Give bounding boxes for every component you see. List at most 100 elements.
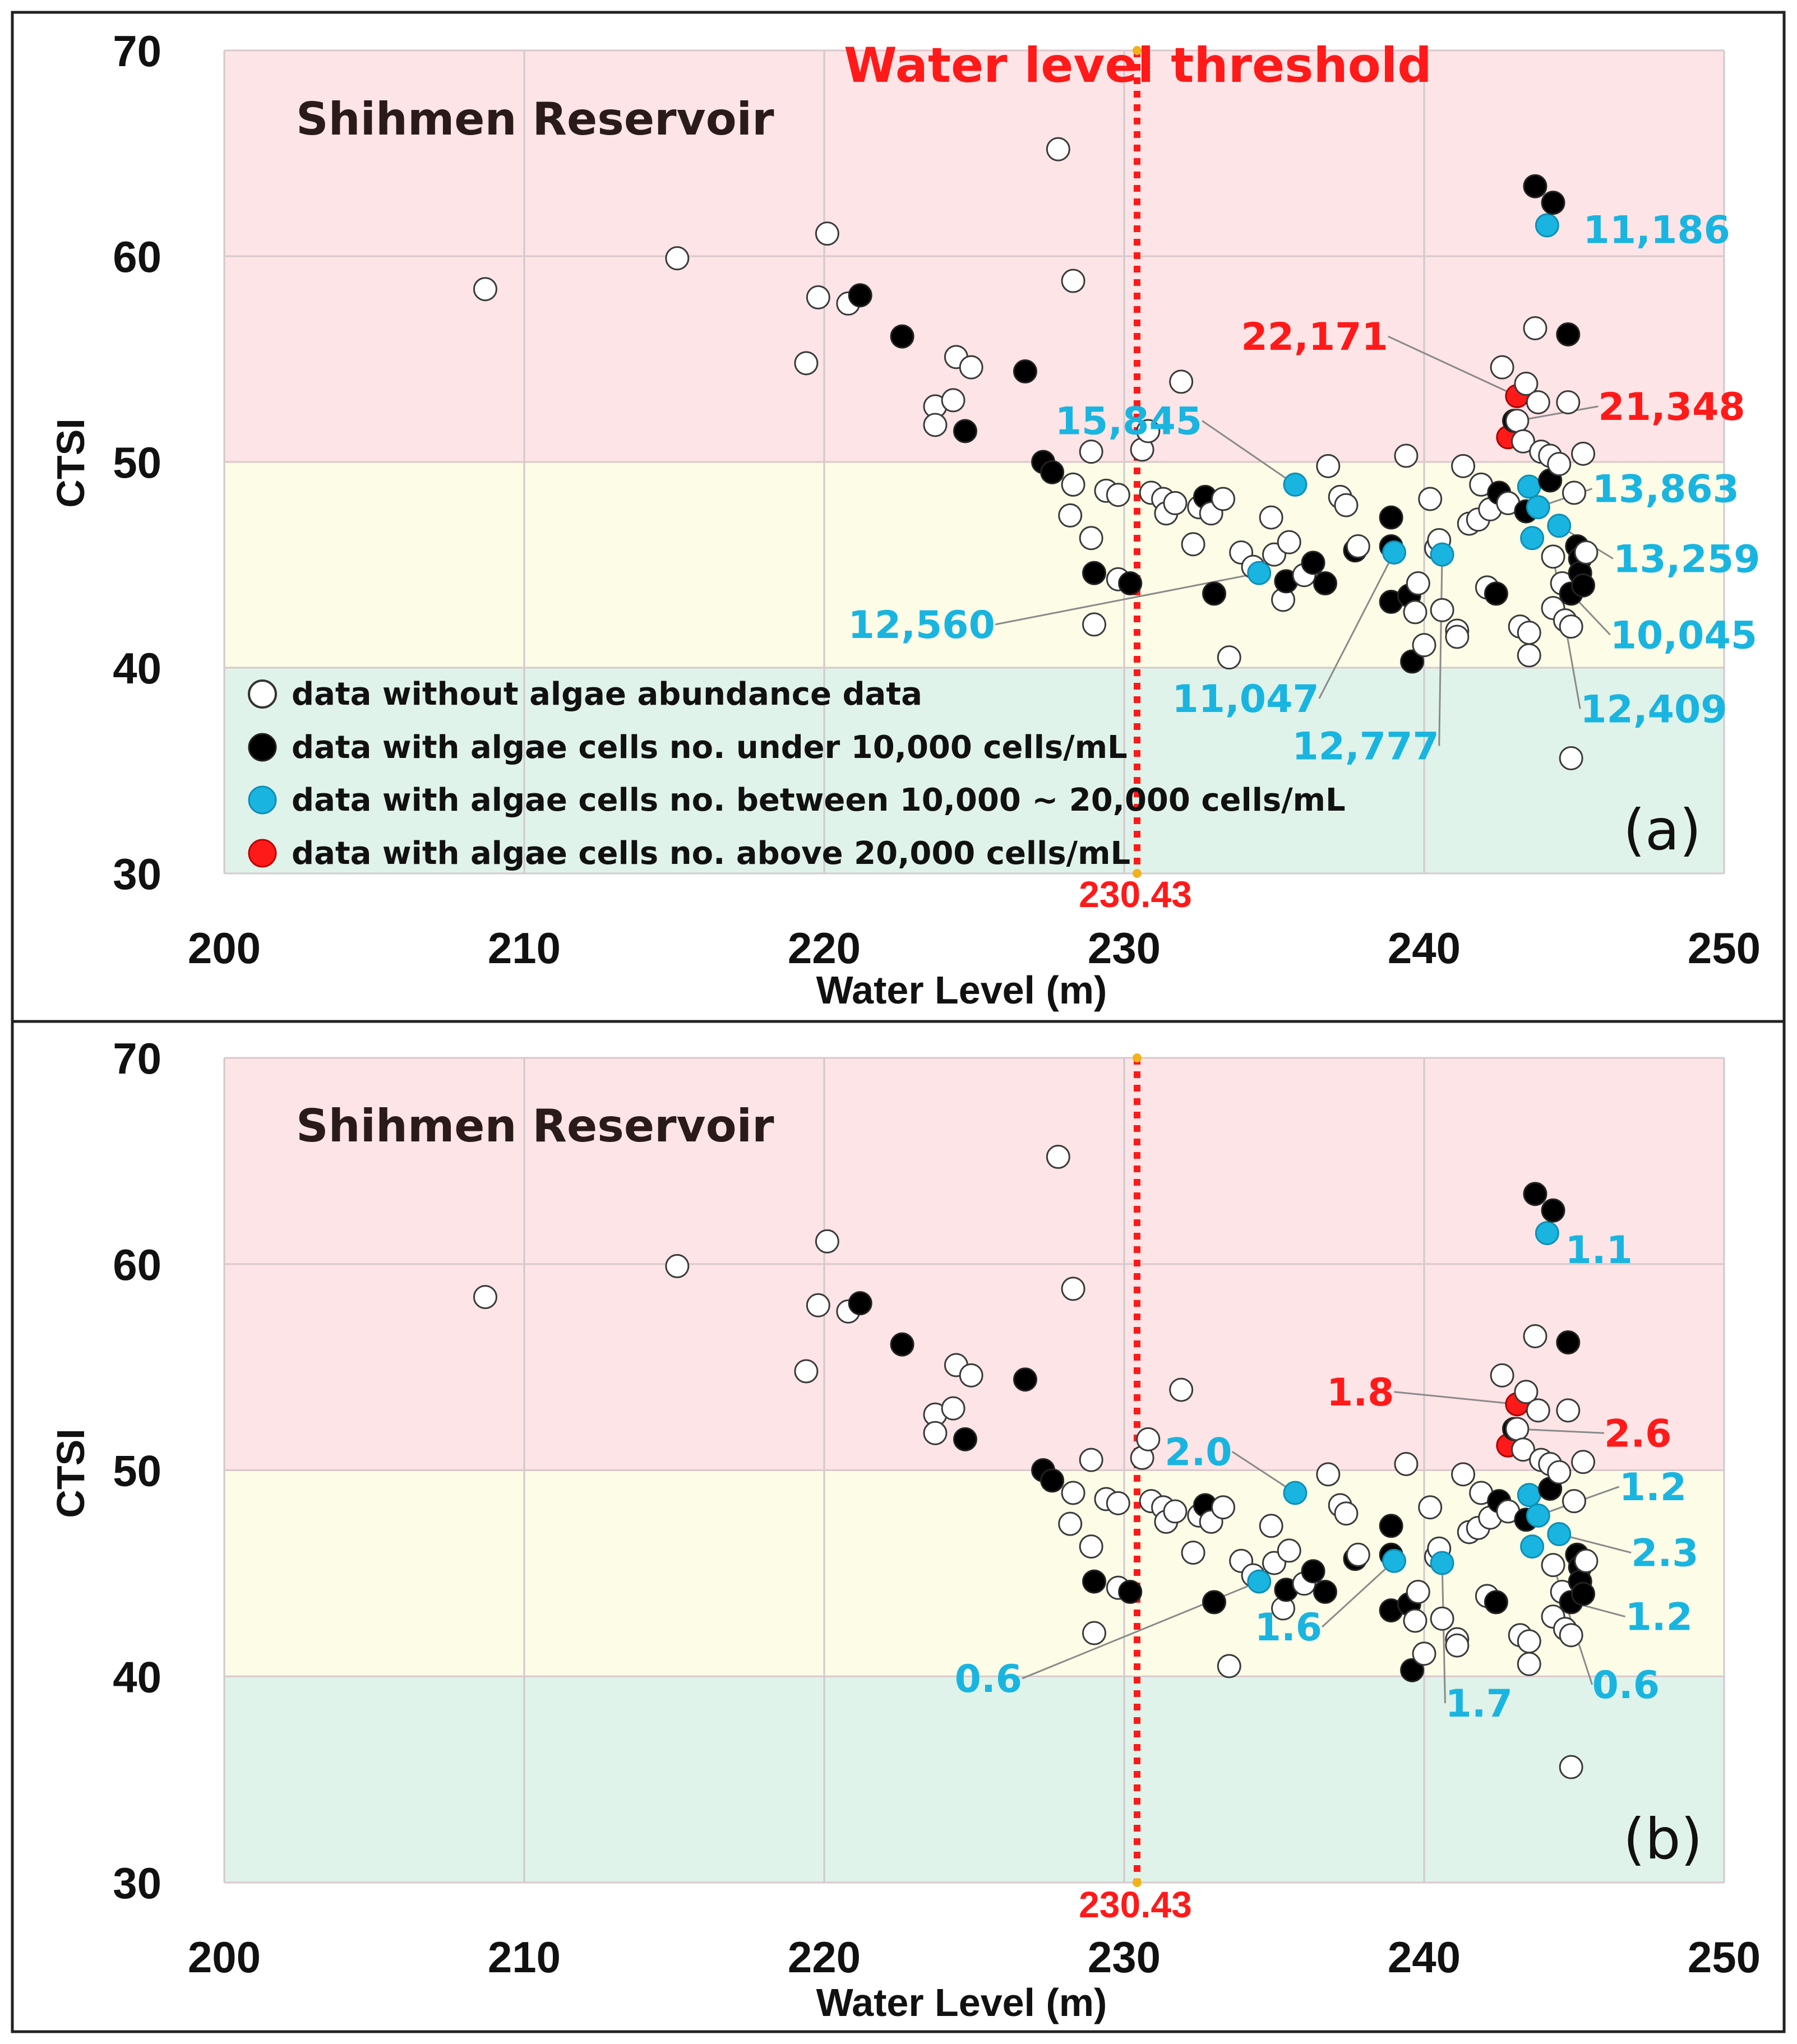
panel-b-leader-8 [1322, 1560, 1395, 1628]
panel-b-threshold-bottom-marker [1133, 1878, 1142, 1887]
panel-a-leader-3 [1202, 420, 1296, 485]
panel-b-point-59 [1346, 1542, 1370, 1567]
panel-a-point-10 [941, 388, 966, 413]
panel-a-point-63 [1382, 540, 1406, 565]
panel-a-point-119 [1562, 480, 1586, 505]
panel-a-annotation-5: 13,259 [1613, 537, 1760, 581]
panel-a-point-100 [1523, 174, 1547, 198]
panel-b-point-55 [1316, 1462, 1341, 1487]
panel-b-point-46 [1259, 1514, 1283, 1538]
panel-a-point-55 [1316, 454, 1341, 478]
panel-a-point-110 [1547, 514, 1572, 538]
panel-b-leader-2 [1517, 1428, 1605, 1434]
panel-b-point-107 [1541, 1198, 1565, 1223]
panel-a-point-36 [1181, 532, 1205, 557]
panel-b-point-101 [1526, 1503, 1550, 1528]
panel-a-threshold [1133, 46, 1142, 878]
panel-b-xlabel: Water Level (m) [816, 1981, 1107, 2024]
panel-b-point-68 [1406, 1579, 1430, 1604]
panel-b-point-18 [1061, 1277, 1085, 1301]
panel-b-threshold-top-marker [1133, 1053, 1142, 1062]
panel-b-point-66 [1400, 1658, 1425, 1682]
panel-a-point-60 [1379, 505, 1403, 530]
panel-b-point-96 [1517, 1652, 1541, 1676]
panel-a-ytick-0: 30 [113, 849, 161, 899]
panel-b-point-16 [1040, 1468, 1065, 1493]
panel-b-title: Shihmen Reservoir [296, 1100, 774, 1152]
panel-b-point-45 [1247, 1569, 1272, 1594]
panel-a-leader-9 [1438, 554, 1443, 746]
panel-b-annotation-4: 1.2 [1619, 1465, 1687, 1510]
panel-a-xtick-2: 220 [788, 923, 861, 973]
panel-a-ylabel: CTSI [49, 418, 93, 507]
panel-b-annotation-2: 2.6 [1604, 1412, 1671, 1456]
panel-b-point-83 [1484, 1590, 1508, 1615]
panel-b-xtick-5: 250 [1688, 1932, 1761, 1982]
panel-a-xtick-4: 240 [1388, 923, 1461, 973]
panel-b-leader-5 [1559, 1533, 1632, 1554]
panel-a-threshold-bottom-marker [1133, 869, 1142, 878]
panel-b-ytick-3: 60 [113, 1240, 161, 1289]
panel-b-annotation-1: 1.8 [1327, 1371, 1394, 1415]
panel-b-xtick-3: 230 [1088, 1932, 1161, 1982]
panel-b-point-10 [941, 1396, 966, 1421]
legend-marker-none [248, 679, 277, 709]
panel-b-xtick-0: 200 [188, 1932, 261, 1982]
legend-item-none: data without algae abundance data [248, 676, 922, 713]
panel-b-point-108 [1541, 1553, 1565, 1578]
panel-b-point-14 [1013, 1367, 1037, 1392]
panel-a-point-93 [1514, 372, 1539, 396]
panel-a-point-50 [1277, 530, 1301, 554]
panel-b-point-54 [1313, 1579, 1337, 1604]
panel-a-point-77 [1451, 454, 1476, 478]
panel-b-ytick-1: 40 [113, 1652, 161, 1701]
panel-b-point-104 [1535, 1221, 1559, 1246]
panel-a-annotation-1: 22,171 [1241, 315, 1388, 359]
panel-a-points [473, 137, 1599, 770]
panel-b-point-63 [1382, 1548, 1406, 1573]
panel-b-threshold [1133, 1053, 1142, 1887]
panel-a-ytick-2: 50 [113, 438, 161, 487]
panel-a-xtick-5: 250 [1688, 923, 1761, 973]
panel-a-annotation-8: 11,047 [1172, 677, 1319, 722]
panel-a-point-34 [1163, 491, 1188, 515]
panel-b-ytick-2: 50 [113, 1446, 161, 1496]
panel-b-zone-1 [224, 1470, 1724, 1677]
panel-b-annotation-5: 2.3 [1631, 1532, 1698, 1576]
panel-b-point-53 [1301, 1559, 1325, 1584]
panel-b-ytick-4: 70 [113, 1034, 161, 1083]
panel-b-point-13 [959, 1363, 983, 1388]
panel-a-point-69 [1412, 633, 1436, 658]
panel-a-point-68 [1406, 571, 1430, 596]
panel-a-point-85 [1490, 355, 1514, 380]
panel-b-zone-2 [224, 1676, 1724, 1883]
panel-b-annotation-10: 0.6 [1592, 1663, 1660, 1708]
panel-a-point-7 [890, 324, 914, 349]
panel-b-point-102 [1526, 1398, 1550, 1423]
panel-a-point-46 [1259, 505, 1283, 530]
legend-label-none: data without algae abundance data [292, 676, 922, 713]
panel-a-point-123 [1571, 573, 1596, 598]
panel-b-point-95 [1517, 1629, 1541, 1654]
panel-b-point-1 [665, 1254, 690, 1278]
panel-b-point-21 [1079, 1448, 1103, 1472]
panel-a-point-117 [1559, 614, 1583, 639]
panel-a-annotation-6: 10,045 [1610, 613, 1757, 658]
panel-b-point-26 [1106, 1491, 1130, 1515]
panel-a-leader-8 [1318, 552, 1395, 699]
panel-a-point-96 [1517, 643, 1541, 668]
panel-a-point-57 [1334, 493, 1359, 517]
panel-a-point-67 [1403, 600, 1428, 625]
legend-item-between: data with algae cells no. between 10,000… [248, 782, 1346, 818]
panel-a-point-90 [1505, 409, 1530, 433]
panel-b-point-4 [815, 1229, 839, 1254]
panel-a-point-95 [1517, 621, 1541, 645]
panel-b-point-28 [1118, 1579, 1143, 1604]
legend-label-under: data with algae cells no. under 10,000 c… [292, 729, 1128, 766]
panel-b-point-30 [1136, 1427, 1161, 1451]
panel-a-point-54 [1313, 571, 1337, 596]
panel-a-point-59 [1346, 534, 1370, 558]
panel-a-point-98 [1520, 526, 1545, 551]
panel-b-xtick-1: 210 [488, 1932, 561, 1982]
